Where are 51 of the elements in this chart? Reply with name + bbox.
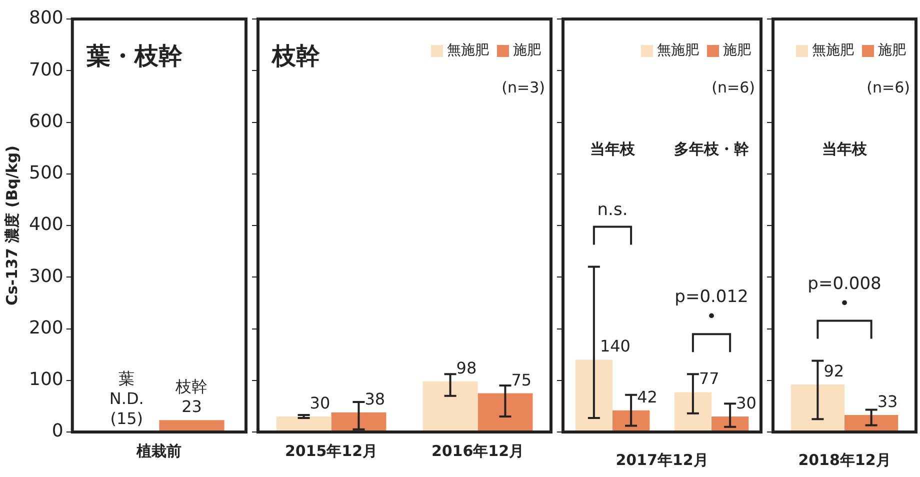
y-tick-label: 800 <box>28 8 64 29</box>
text: (n=6) <box>866 78 910 96</box>
text: 葉・枝幹 <box>85 42 184 70</box>
x-tick-label: 当年枝 <box>822 140 868 158</box>
data-label: 92 <box>824 362 844 381</box>
data-label: 33 <box>877 392 898 411</box>
x-tick-label: 多年枝・幹 <box>674 140 750 158</box>
text: N.D. (15) <box>109 389 144 428</box>
y-tick-label: 100 <box>28 369 64 390</box>
text: 枝幹 <box>271 42 321 70</box>
text: (n=3) <box>502 78 545 96</box>
legend-label: 無施肥 <box>812 42 854 59</box>
legend-label: 施肥 <box>723 42 751 59</box>
y-tick-label: 0 <box>52 420 64 442</box>
y-tick-label: 500 <box>28 162 64 184</box>
data-label: 77 <box>698 369 720 388</box>
y-tick-label: 600 <box>28 110 64 132</box>
data-label: 30 <box>310 394 330 413</box>
text: (n=6) <box>712 78 755 96</box>
y-tick-label: 200 <box>28 317 64 338</box>
series-label: 枝幹 <box>174 377 208 396</box>
legend-label: 施肥 <box>513 42 541 59</box>
x-tick-label: 2016年12月 <box>431 442 524 460</box>
y-tick-label: 400 <box>28 214 64 236</box>
legend-label: 無施肥 <box>447 42 489 59</box>
bar <box>674 392 712 432</box>
bar <box>422 381 478 432</box>
y-tick-label: 300 <box>28 266 64 287</box>
x-tick-label: 2015年12月 <box>284 442 378 460</box>
bar <box>276 416 332 432</box>
text: 葉 <box>118 369 135 388</box>
x-axis-title: 2018年12月 <box>798 450 891 469</box>
x-tick-label: 植栽前 <box>136 442 182 460</box>
data-label: 75 <box>511 370 532 390</box>
data-label: 30 <box>736 394 756 413</box>
data-label: 42 <box>637 387 658 406</box>
annotation: p=0.012 • <box>674 287 748 328</box>
data-label: 23 <box>182 397 202 416</box>
annotation: p=0.008 • <box>808 274 882 314</box>
bar <box>575 360 612 432</box>
x-axis-title: 2017年12月 <box>616 450 708 469</box>
y-tick-label: 700 <box>28 59 64 80</box>
legend-label: 無施肥 <box>657 42 699 59</box>
x-tick-label: 当年枝 <box>590 140 636 158</box>
bar <box>478 393 533 432</box>
annotation: n.s. <box>597 200 628 220</box>
data-label: 98 <box>456 358 477 378</box>
y-axis-title: Cs-137 濃度 (Bq/kg) <box>2 146 21 306</box>
legend-label: 施肥 <box>878 42 906 59</box>
data-label: 140 <box>600 336 630 356</box>
data-label: 38 <box>364 389 386 408</box>
